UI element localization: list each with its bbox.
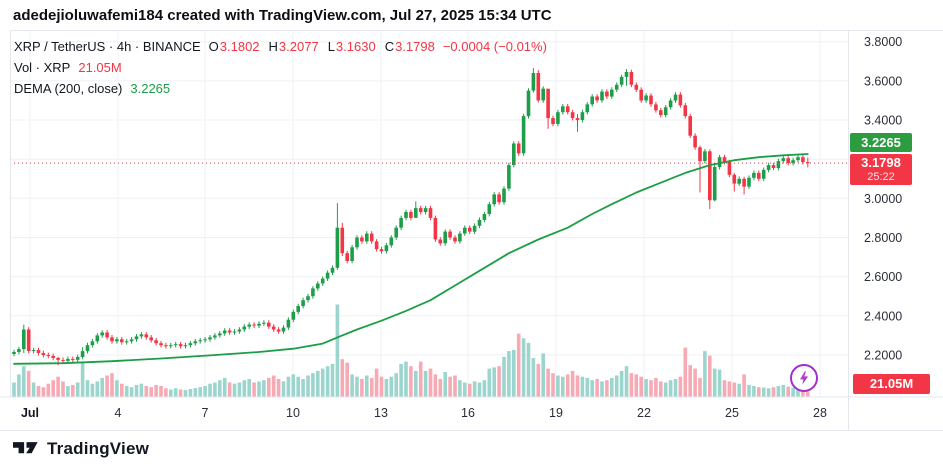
change-value: −0.0004 (−0.01%) (442, 39, 547, 54)
svg-text:25: 25 (725, 406, 739, 420)
volume-axis-badge: 21.05M (853, 374, 930, 394)
brand-text: TradingView (47, 438, 150, 458)
svg-text:3.6000: 3.6000 (864, 74, 902, 88)
svg-text:10: 10 (286, 406, 300, 420)
dema-axis-badge: 3.2265 (850, 133, 912, 152)
symbol-title[interactable]: XRP / TetherUS · 4h · BINANCE (14, 39, 201, 54)
attribution-text: adedejioluwafemi184 created with Trading… (13, 7, 552, 24)
legend-volume-row[interactable]: Vol · XRP 21.05M (14, 57, 547, 78)
tradingview-logo[interactable]: TradingView (13, 439, 149, 459)
volume-value: 21.05M (78, 60, 122, 75)
dema-label: DEMA (200, close) (14, 81, 123, 96)
low-label: L (327, 39, 335, 54)
svg-text:28: 28 (813, 406, 827, 420)
price-chart-pane[interactable]: 3.8000 3.6000 3.4000 3.0000 2.8000 2.6000 2.40… (0, 30, 943, 430)
open-value: 3.1802 (219, 39, 260, 54)
svg-text:13: 13 (374, 406, 388, 420)
svg-text:16: 16 (461, 406, 475, 420)
last-price-value: 3.1798 (861, 154, 901, 170)
svg-text:22: 22 (637, 406, 651, 420)
svg-text:3.8000: 3.8000 (864, 35, 902, 49)
bar-countdown: 25:22 (867, 170, 895, 183)
high-label: H (268, 39, 278, 54)
volume-badge-value: 21.05M (869, 376, 914, 391)
open-label: O (208, 39, 219, 54)
tradingview-mark-icon (13, 442, 38, 454)
svg-text:7: 7 (202, 406, 209, 420)
svg-text:2.4000: 2.4000 (864, 309, 902, 323)
dema-badge-value: 3.2265 (861, 134, 901, 150)
volume-label: Vol · XRP (14, 60, 71, 75)
svg-text:2.8000: 2.8000 (864, 231, 902, 245)
flash-snapshot-button[interactable] (790, 364, 818, 392)
low-value: 3.1630 (335, 39, 376, 54)
high-value: 3.2077 (278, 39, 319, 54)
close-label: C (384, 39, 395, 54)
chart-canvas[interactable]: 3.8000 3.6000 3.4000 3.0000 2.8000 2.6000 2.40… (0, 30, 943, 430)
svg-text:4: 4 (115, 406, 122, 420)
close-value: 3.1798 (395, 39, 435, 54)
lightning-icon (800, 371, 808, 385)
svg-text:2.6000: 2.6000 (864, 270, 902, 284)
svg-text:2.2000: 2.2000 (864, 349, 902, 363)
svg-text:3.0000: 3.0000 (864, 192, 902, 206)
svg-text:Jul: Jul (21, 406, 39, 420)
legend-dema-row[interactable]: DEMA (200, close) 3.2265 (14, 78, 547, 99)
ohlc-readout: O 3.1802 H 3.2077 L 3.1630 C 3.1798 (209, 36, 435, 57)
svg-text:3.4000: 3.4000 (864, 114, 902, 128)
svg-text:19: 19 (549, 406, 563, 420)
footer-bar: TradingView (0, 430, 943, 466)
dema-value: 3.2265 (130, 81, 171, 96)
last-price-axis-badge: 3.1798 25:22 (850, 154, 912, 185)
